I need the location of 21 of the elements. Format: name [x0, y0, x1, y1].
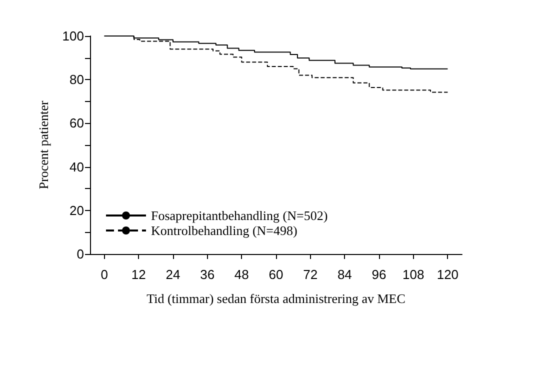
x-tick-label: 72	[303, 267, 318, 282]
y-tick-label: 100	[62, 28, 84, 44]
x-tick-label: 48	[234, 267, 249, 282]
x-tick-label: 96	[372, 267, 386, 282]
y-tick-label: 20	[70, 202, 84, 218]
x-tick-label: 60	[268, 267, 284, 282]
x-tick-label: 120	[436, 267, 459, 282]
y-tick-label: 60	[70, 116, 84, 131]
y-axis-title: Procent patienter	[36, 100, 51, 190]
y-tick-label: 80	[70, 72, 84, 88]
x-tick-label: 108	[402, 267, 424, 282]
y-tick-label: 40	[70, 159, 84, 174]
x-tick-label: 84	[337, 267, 352, 282]
y-tick-label: 0	[76, 246, 84, 262]
x-tick-label: 24	[166, 267, 180, 282]
x-tick-label: 36	[200, 267, 215, 282]
legend-label: Fosaprepitantbehandling (N=502)	[151, 208, 328, 223]
x-tick-label: 0	[100, 267, 108, 282]
x-tick-label: 12	[131, 267, 146, 282]
legend-label: Kontrolbehandling (N=498)	[151, 223, 298, 238]
x-axis-title: Tid (timmar) sedan första administrering av MEC	[146, 291, 406, 306]
